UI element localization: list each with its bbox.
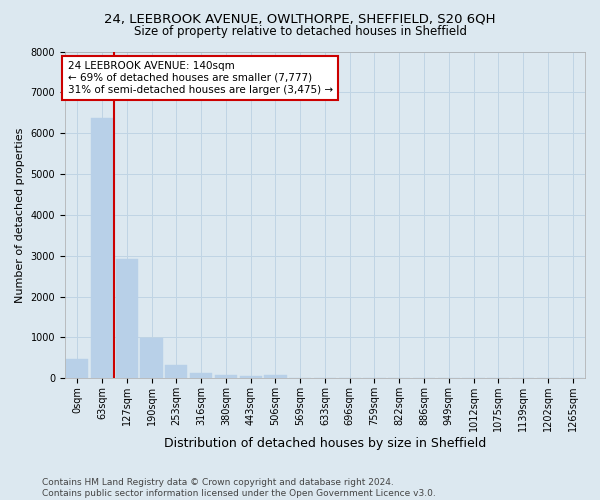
- Bar: [116, 259, 138, 378]
- Text: 24 LEEBROOK AVENUE: 140sqm
← 69% of detached houses are smaller (7,777)
31% of s: 24 LEEBROOK AVENUE: 140sqm ← 69% of deta…: [68, 62, 332, 94]
- Text: Size of property relative to detached houses in Sheffield: Size of property relative to detached ho…: [133, 25, 467, 38]
- Bar: [165, 365, 187, 378]
- X-axis label: Distribution of detached houses by size in Sheffield: Distribution of detached houses by size …: [164, 437, 486, 450]
- Bar: [140, 338, 163, 378]
- Text: 24, LEEBROOK AVENUE, OWLTHORPE, SHEFFIELD, S20 6QH: 24, LEEBROOK AVENUE, OWLTHORPE, SHEFFIEL…: [104, 12, 496, 26]
- Text: Contains HM Land Registry data © Crown copyright and database right 2024.
Contai: Contains HM Land Registry data © Crown c…: [42, 478, 436, 498]
- Bar: [239, 376, 262, 378]
- Bar: [190, 373, 212, 378]
- Bar: [215, 375, 237, 378]
- Bar: [264, 375, 287, 378]
- Y-axis label: Number of detached properties: Number of detached properties: [15, 127, 25, 302]
- Bar: [66, 358, 88, 378]
- Bar: [91, 118, 113, 378]
